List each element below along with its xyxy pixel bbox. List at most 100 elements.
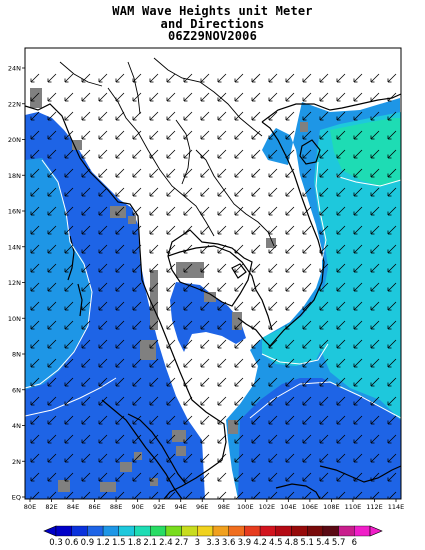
wave-direction-arrow xyxy=(98,130,108,140)
wave-direction-arrow xyxy=(370,282,380,292)
wave-direction-arrow xyxy=(81,73,91,83)
wave-direction-arrow xyxy=(166,377,176,387)
wave-direction-arrow xyxy=(81,244,91,254)
wave-direction-arrow xyxy=(183,396,193,406)
wave-direction-arrow xyxy=(30,320,40,330)
wave-direction-arrow xyxy=(30,282,40,292)
wave-direction-arrow xyxy=(183,187,193,197)
wave-direction-arrow xyxy=(353,111,363,121)
wave-direction-arrow xyxy=(217,244,227,254)
wave-direction-arrow xyxy=(251,244,261,254)
wave-direction-arrow xyxy=(149,149,159,159)
wave-direction-arrow xyxy=(387,73,397,83)
wave-direction-arrow xyxy=(64,244,74,254)
wave-direction-arrow xyxy=(387,396,397,406)
wave-direction-arrow xyxy=(387,472,397,482)
wave-direction-arrow xyxy=(302,168,312,178)
wave-direction-arrow xyxy=(166,149,176,159)
wave-direction-arrow xyxy=(285,320,295,330)
wave-direction-arrow xyxy=(47,377,57,387)
wave-direction-arrow xyxy=(336,92,346,102)
wave-direction-arrow xyxy=(387,244,397,254)
wave-direction-arrow xyxy=(47,434,57,444)
wave-direction-arrow xyxy=(268,187,278,197)
x-tick-label: 90E xyxy=(131,503,143,511)
wave-direction-arrow xyxy=(234,73,244,83)
wave-direction-arrow xyxy=(183,206,193,216)
y-tick-label: 16N xyxy=(8,208,21,216)
wave-direction-arrow xyxy=(200,206,210,216)
wave-direction-arrow xyxy=(285,187,295,197)
wave-direction-arrow xyxy=(166,130,176,140)
wave-direction-arrow xyxy=(132,301,142,311)
wave-direction-arrow xyxy=(285,339,295,349)
y-tick-label: 18N xyxy=(8,172,21,180)
colorbar-swatch xyxy=(228,525,245,537)
x-tick-label: 84E xyxy=(67,503,79,511)
wave-direction-arrow xyxy=(268,282,278,292)
wave-direction-arrow xyxy=(285,73,295,83)
wave-direction-arrow xyxy=(183,301,193,311)
wave-direction-arrow xyxy=(302,377,312,387)
wave-direction-arrow xyxy=(319,339,329,349)
wave-direction-arrow xyxy=(251,472,261,482)
wave-direction-arrow xyxy=(370,149,380,159)
wave-direction-arrow xyxy=(370,339,380,349)
wave-direction-arrow xyxy=(251,149,261,159)
wave-direction-arrow xyxy=(166,396,176,406)
wave-direction-arrow xyxy=(268,434,278,444)
wave-direction-arrow xyxy=(217,130,227,140)
wave-direction-arrow xyxy=(336,206,346,216)
wave-direction-arrow xyxy=(251,320,261,330)
wave-direction-arrow xyxy=(353,415,363,425)
wave-direction-arrow xyxy=(81,377,91,387)
wave-direction-arrow xyxy=(268,92,278,102)
wave-direction-arrow xyxy=(47,453,57,463)
wave-direction-arrow xyxy=(319,415,329,425)
colorbar-label: 2.4 xyxy=(159,538,173,548)
wave-direction-arrow xyxy=(132,320,142,330)
wave-direction-arrow xyxy=(200,339,210,349)
wave-direction-arrow xyxy=(319,263,329,273)
wave-direction-arrow xyxy=(319,472,329,482)
wave-direction-arrow xyxy=(370,263,380,273)
colorbar-label: 0.3 xyxy=(49,538,63,548)
wave-direction-arrow xyxy=(217,263,227,273)
wave-direction-arrow xyxy=(319,149,329,159)
wave-direction-arrow xyxy=(30,187,40,197)
wave-direction-arrow xyxy=(234,225,244,235)
colorbar-label: 2.7 xyxy=(175,538,189,548)
wave-direction-arrow xyxy=(268,130,278,140)
colorbar-label: 3.3 xyxy=(206,538,220,548)
wave-direction-arrow xyxy=(319,434,329,444)
wave-direction-arrow xyxy=(387,320,397,330)
wave-direction-arrow xyxy=(47,472,57,482)
wave-direction-arrow xyxy=(149,92,159,102)
wave-direction-arrow xyxy=(98,434,108,444)
wave-direction-arrow xyxy=(370,415,380,425)
wave-direction-arrow xyxy=(336,111,346,121)
wave-direction-arrow xyxy=(285,206,295,216)
wave-direction-arrow xyxy=(98,244,108,254)
coastlines xyxy=(25,93,401,499)
wave-direction-arrow xyxy=(115,263,125,273)
wave-direction-arrow xyxy=(64,130,74,140)
wave-direction-arrow xyxy=(302,320,312,330)
wave-direction-arrow xyxy=(149,472,159,482)
wave-direction-arrow xyxy=(302,187,312,197)
wave-direction-arrow xyxy=(387,92,397,102)
wave-direction-arrow xyxy=(115,111,125,121)
colorbar-swatch xyxy=(102,525,119,537)
x-axis-ticks: 80E 82E 84E 86E 88E 90E 92E 94E 96E 98E 100E 102E 10… xyxy=(24,499,404,511)
wave-direction-arrow xyxy=(217,301,227,311)
wave-direction-arrow xyxy=(47,244,57,254)
wave-direction-arrow xyxy=(285,396,295,406)
x-tick-label: 110E xyxy=(345,503,362,511)
scs-peak-field xyxy=(330,118,401,186)
wave-direction-arrow xyxy=(319,73,329,83)
wave-direction-arrow xyxy=(132,377,142,387)
wave-direction-arrow xyxy=(98,225,108,235)
wave-direction-arrow xyxy=(336,434,346,444)
wave-direction-arrow xyxy=(319,396,329,406)
wave-direction-arrow xyxy=(217,453,227,463)
